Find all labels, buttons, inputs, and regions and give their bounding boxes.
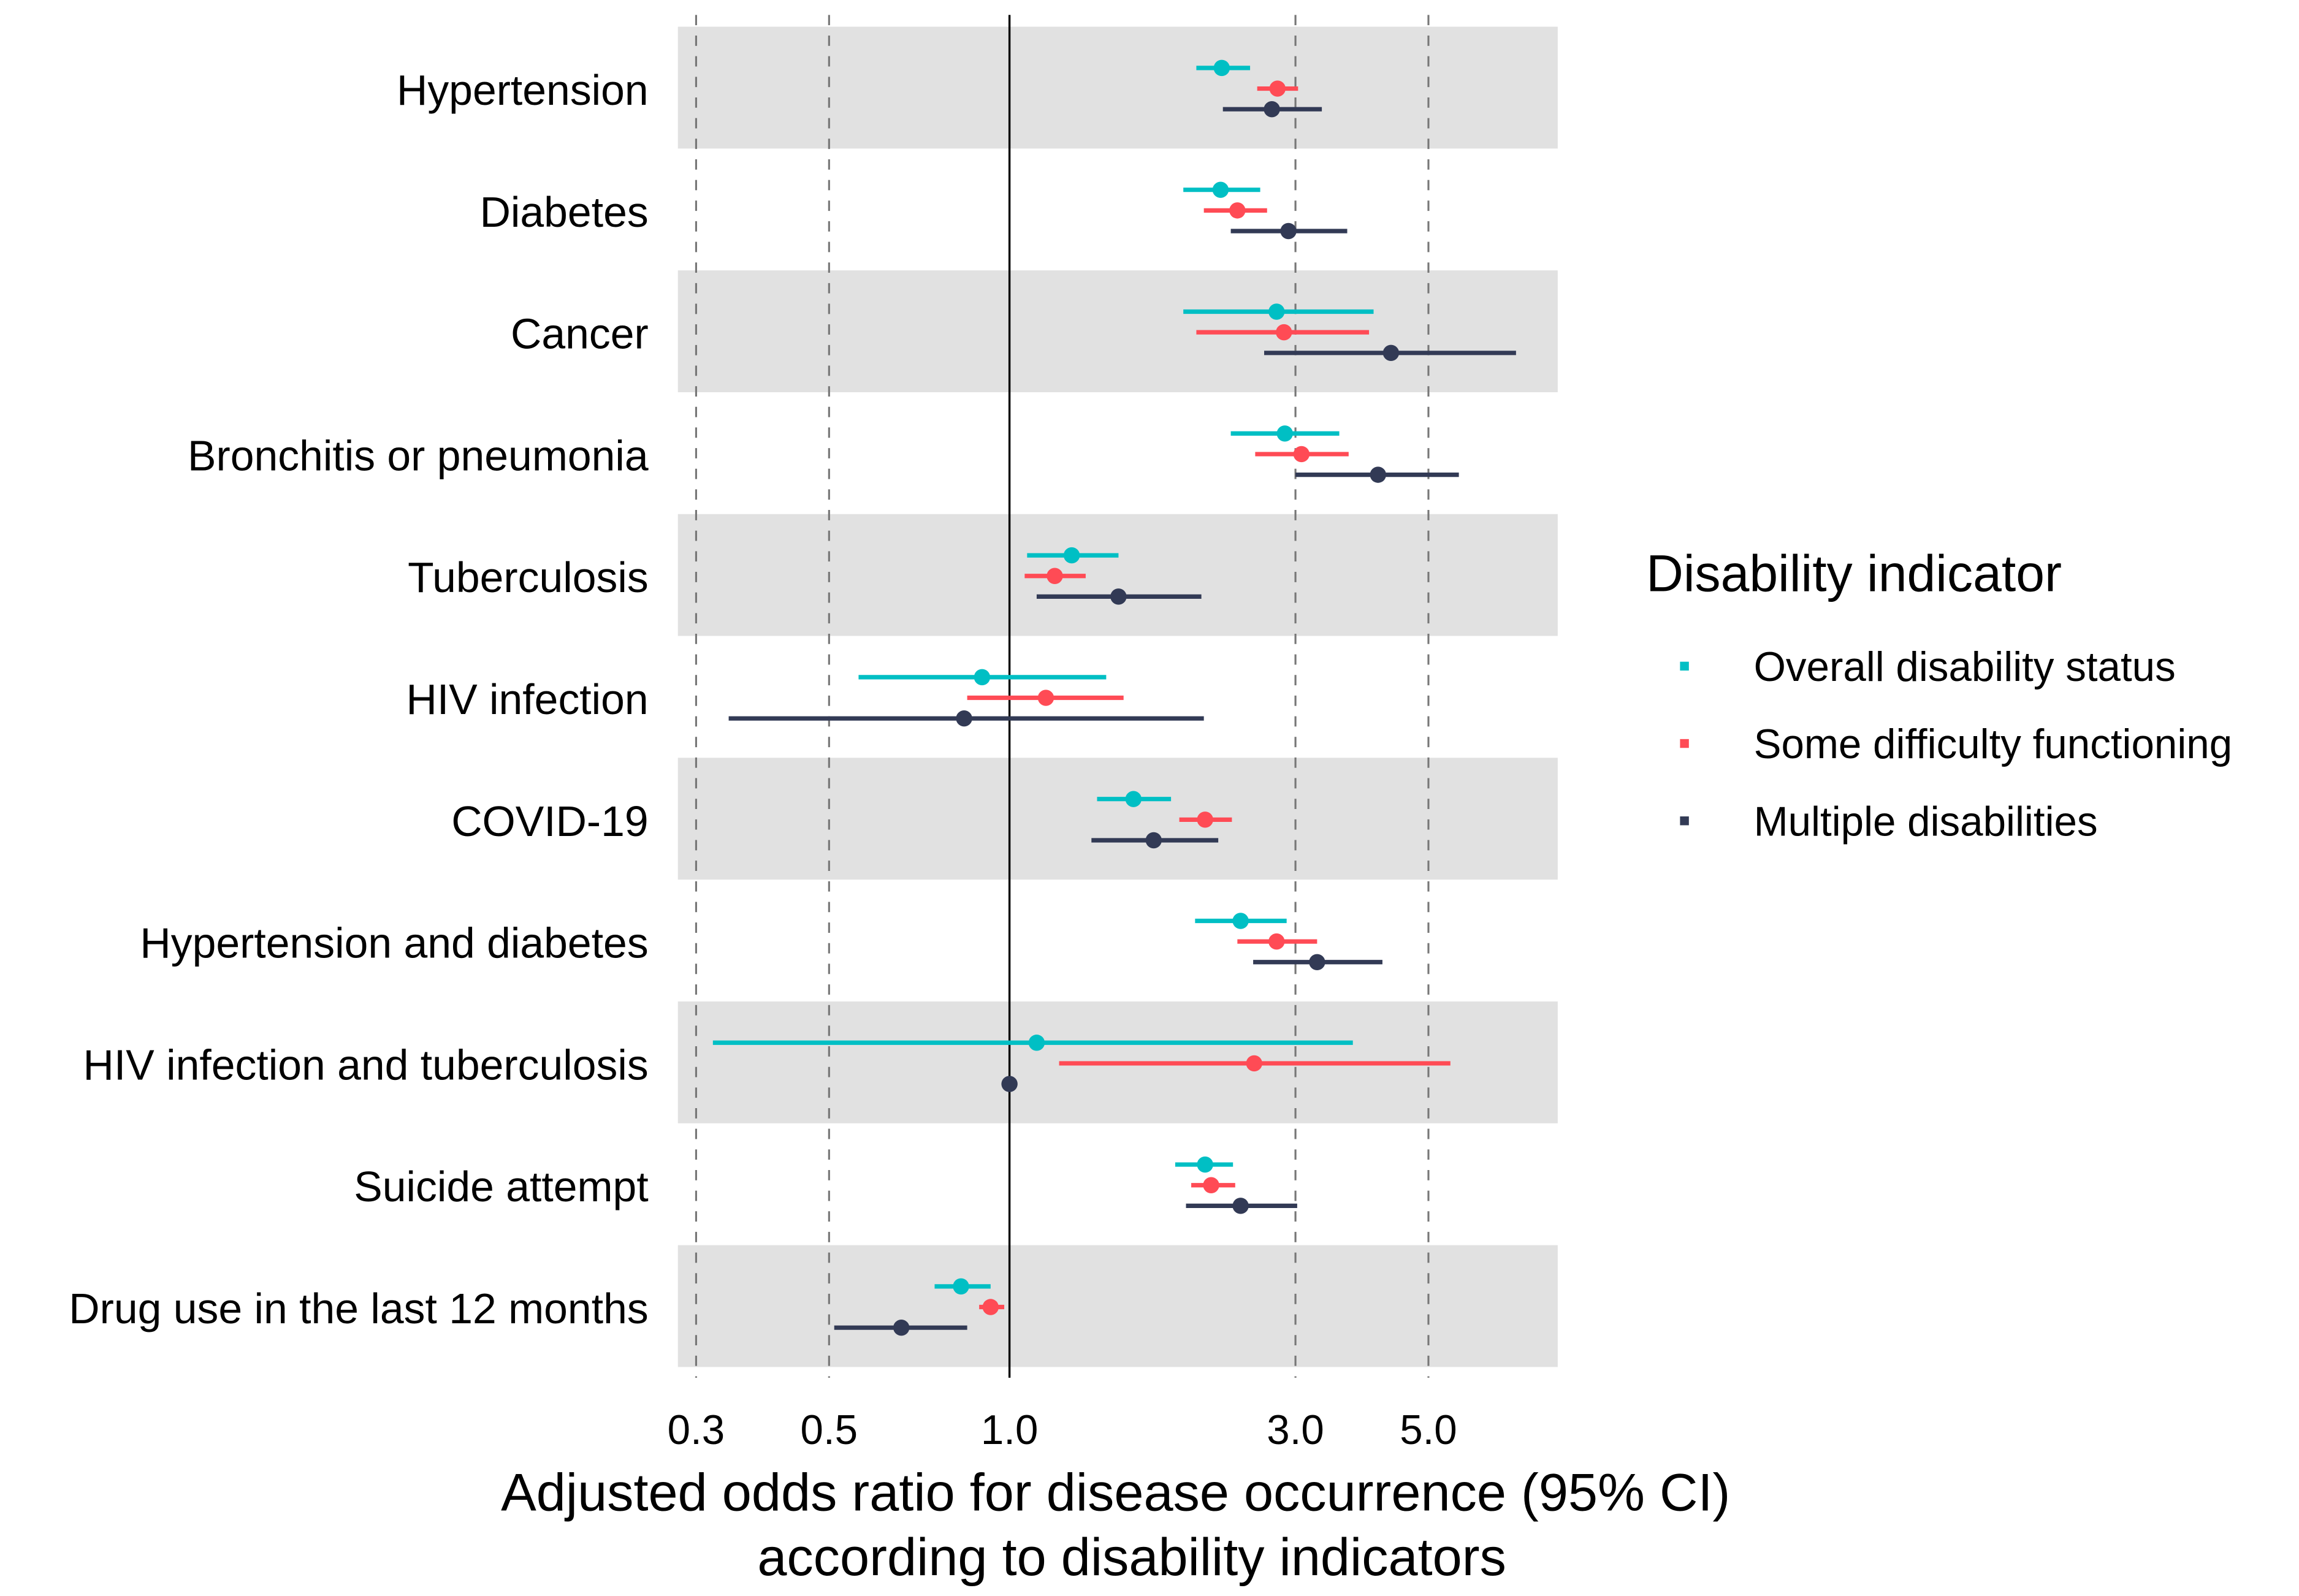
- point-estimate: [1246, 1055, 1262, 1072]
- point-estimate: [1382, 344, 1400, 362]
- y-axis-labels: Hypertension Diabetes Cancer Bronchitis or …: [69, 66, 649, 1332]
- point-estimate: [1212, 181, 1229, 198]
- point-estimate: [1037, 690, 1054, 706]
- point-estimate: [982, 1299, 999, 1315]
- point-estimate: [1268, 933, 1285, 950]
- point-estimate: [1001, 1076, 1018, 1092]
- point-estimate: [956, 710, 972, 727]
- x-axis-title-line-2: according to disability indicators: [757, 1528, 1506, 1587]
- y-tick-label: Bronchitis or pneumonia: [188, 431, 649, 479]
- point-estimate: [974, 669, 991, 686]
- y-tick-label: HIV infection: [406, 675, 649, 723]
- legend-title: Disability indicator: [1646, 544, 2062, 602]
- x-tick-label: 0.3: [668, 1407, 725, 1453]
- point-estimate: [953, 1278, 969, 1295]
- legend-label: Some difficulty functioning: [1754, 721, 2233, 767]
- y-tick-label: Hypertension and diabetes: [140, 919, 648, 967]
- point-estimate: [1293, 446, 1310, 463]
- legend-label: Overall disability status: [1754, 644, 2176, 690]
- point-estimate: [1276, 425, 1293, 442]
- point-estimate: [1309, 954, 1325, 971]
- legend-key: [1680, 816, 1689, 826]
- x-tick-label: 1.0: [981, 1407, 1039, 1453]
- y-tick-label: Tuberculosis: [408, 553, 649, 601]
- point-estimate: [1213, 59, 1230, 77]
- point-estimate: [1203, 1177, 1219, 1193]
- point-estimate: [1280, 222, 1297, 240]
- point-estimate: [1110, 588, 1127, 605]
- y-tick-label: Hypertension: [397, 66, 649, 114]
- point-estimate: [1028, 1035, 1045, 1051]
- y-tick-label: Drug use in the last 12 months: [69, 1285, 648, 1332]
- point-estimate: [893, 1319, 910, 1336]
- row-band: [677, 26, 1558, 149]
- row-band: [677, 270, 1558, 392]
- row-band: [677, 514, 1558, 636]
- point-estimate: [1197, 1156, 1213, 1173]
- x-tick-label: 0.5: [801, 1407, 858, 1453]
- point-estimate: [1264, 101, 1280, 118]
- point-estimate: [1145, 832, 1162, 849]
- legend-key: [1680, 661, 1689, 671]
- x-axis-tick-labels: 0.3 0.5 1.0 3.0 5.0: [668, 1407, 1457, 1453]
- x-tick-label: 5.0: [1400, 1407, 1457, 1453]
- y-tick-label: HIV infection and tuberculosis: [83, 1041, 649, 1089]
- row-band: [677, 1245, 1558, 1367]
- y-tick-label: Cancer: [511, 310, 649, 358]
- point-estimate: [1276, 324, 1292, 341]
- y-tick-label: COVID-19: [451, 797, 648, 845]
- point-estimate: [1232, 913, 1249, 929]
- legend: Disability indicator Overall disability …: [1646, 544, 2232, 845]
- legend-label: Multiple disabilities: [1754, 799, 2098, 845]
- x-tick-label: 3.0: [1267, 1407, 1324, 1453]
- y-tick-label: Suicide attempt: [354, 1163, 648, 1210]
- legend-key: [1680, 739, 1689, 748]
- y-tick-label: Diabetes: [480, 188, 649, 236]
- point-estimate: [1229, 202, 1246, 219]
- point-estimate: [1268, 303, 1285, 320]
- point-estimate: [1125, 791, 1142, 807]
- gridlines: [695, 15, 1430, 1378]
- point-estimate: [1232, 1198, 1249, 1214]
- point-estimate: [1269, 80, 1286, 97]
- point-estimate: [1370, 466, 1387, 483]
- point-estimate: [1047, 568, 1063, 584]
- row-band: [677, 758, 1558, 880]
- x-axis-title-line-1: Adjusted odds ratio for disease occurren…: [501, 1463, 1730, 1522]
- data-marks: [712, 59, 1516, 1336]
- point-estimate: [1063, 547, 1080, 564]
- point-estimate: [1197, 811, 1213, 828]
